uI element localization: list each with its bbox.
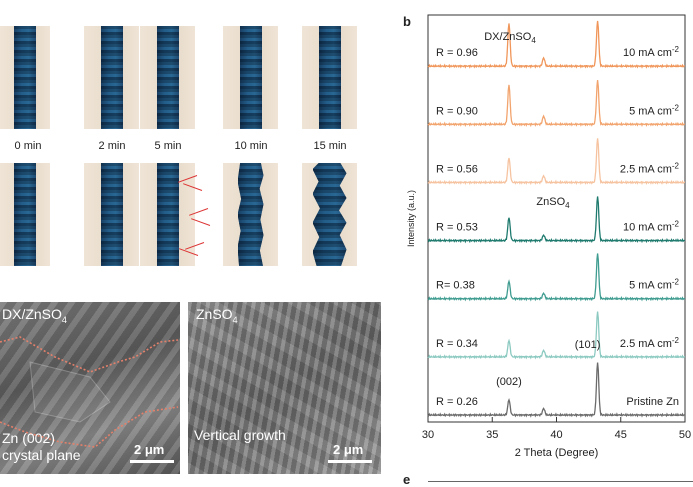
zn-strip-bottom-2 — [156, 163, 179, 266]
plot-frame — [427, 14, 686, 423]
condition-label: 10 mA cm-2 — [623, 45, 680, 59]
time-label: 10 min — [234, 140, 268, 152]
zn-strip-top-4 — [318, 26, 341, 129]
scale-label-left: 2 μm — [134, 442, 165, 457]
sem-title-right: ZnSO4 — [196, 306, 238, 325]
sem-caption-left: Zn (002) crystal plane — [2, 430, 81, 463]
xrd-series-line — [427, 362, 685, 418]
y-axis-label: Intensity (a.u.) — [406, 190, 416, 247]
peak-label-101: (101) — [575, 339, 601, 351]
photo-top-0 — [0, 26, 50, 129]
xrd-series-line — [427, 196, 686, 244]
time-label: 0 min — [14, 140, 42, 152]
sem-image-dx-znso4: DX/ZnSO4 Zn (002) crystal plane 2 μm — [0, 302, 180, 474]
x-tick-label: 30 — [422, 429, 434, 441]
zn-strip-bottom-1 — [100, 163, 123, 266]
r-value-label: R = 0.53 — [436, 222, 478, 234]
peak-label-002: (002) — [496, 376, 522, 388]
zn-strip-bottom-3 — [237, 163, 264, 266]
xrd-series-line — [427, 20, 685, 69]
photo-bottom-4 — [302, 163, 357, 266]
scale-label-right: 2 μm — [333, 442, 364, 457]
r-value-label: R = 0.90 — [436, 105, 478, 117]
r-value-label: R = 0.96 — [436, 47, 478, 59]
time-label: 2 min — [98, 140, 126, 152]
condition-label: 5 mA cm-2 — [629, 103, 679, 117]
condition-label: 2.5 mA cm-2 — [620, 336, 680, 350]
panel-label-e: e — [403, 472, 411, 487]
xrd-series-line — [427, 80, 686, 128]
time-label: 5 min — [154, 140, 182, 152]
panel-e-rule — [428, 481, 693, 482]
r-value-label: R = 0.26 — [436, 396, 478, 408]
x-tick-label: 50 — [679, 429, 691, 441]
zn-strip-top-3 — [239, 26, 262, 129]
photo-top-4 — [302, 26, 357, 129]
r-value-label: R = 0.34 — [436, 338, 478, 350]
photo-bottom-3 — [223, 163, 278, 266]
photo-top-2 — [140, 26, 195, 129]
zn-strip-top-1 — [100, 26, 123, 129]
xrd-series-line — [427, 311, 686, 360]
x-axis-label: 2 Theta (Degree) — [515, 447, 599, 459]
zn-strip-bottom-0 — [14, 163, 36, 266]
x-tick-label: 40 — [550, 429, 562, 441]
photo-bottom-1 — [84, 163, 139, 266]
photo-bottom-0 — [0, 163, 50, 266]
zn-strip-top-0 — [14, 26, 36, 129]
photo-top-1 — [84, 26, 139, 129]
x-tick-label: 35 — [486, 429, 498, 441]
photo-top-3 — [223, 26, 278, 129]
condition-label: 5 mA cm-2 — [629, 278, 679, 292]
scale-bar-right — [328, 460, 372, 463]
xrd-series-line — [427, 138, 685, 186]
group-label-dx-znso4: DX/ZnSO4 — [484, 31, 536, 45]
zn-strip-top-2 — [156, 26, 179, 129]
r-value-label: R = 0.56 — [436, 163, 478, 175]
sem-image-znso4: ZnSO4 Vertical growth 2 μm — [188, 302, 381, 474]
condition-label: Pristine Zn — [626, 396, 679, 408]
panel-label-b: b — [403, 14, 411, 29]
crystal-plane-outline — [0, 336, 179, 448]
zn-strip-bottom-4 — [312, 163, 347, 266]
x-tick-label: 45 — [615, 429, 627, 441]
r-value-label: R= 0.38 — [436, 280, 475, 292]
xrd-series-line — [427, 253, 685, 302]
sem-caption-right: Vertical growth — [194, 427, 286, 443]
scale-bar-left — [130, 460, 174, 463]
time-label: 15 min — [313, 140, 347, 152]
sem-title-left: DX/ZnSO4 — [2, 306, 67, 325]
group-label-znso4: ZnSO4 — [536, 196, 570, 210]
condition-label: 10 mA cm-2 — [623, 220, 680, 234]
condition-label: 2.5 mA cm-2 — [620, 161, 680, 175]
